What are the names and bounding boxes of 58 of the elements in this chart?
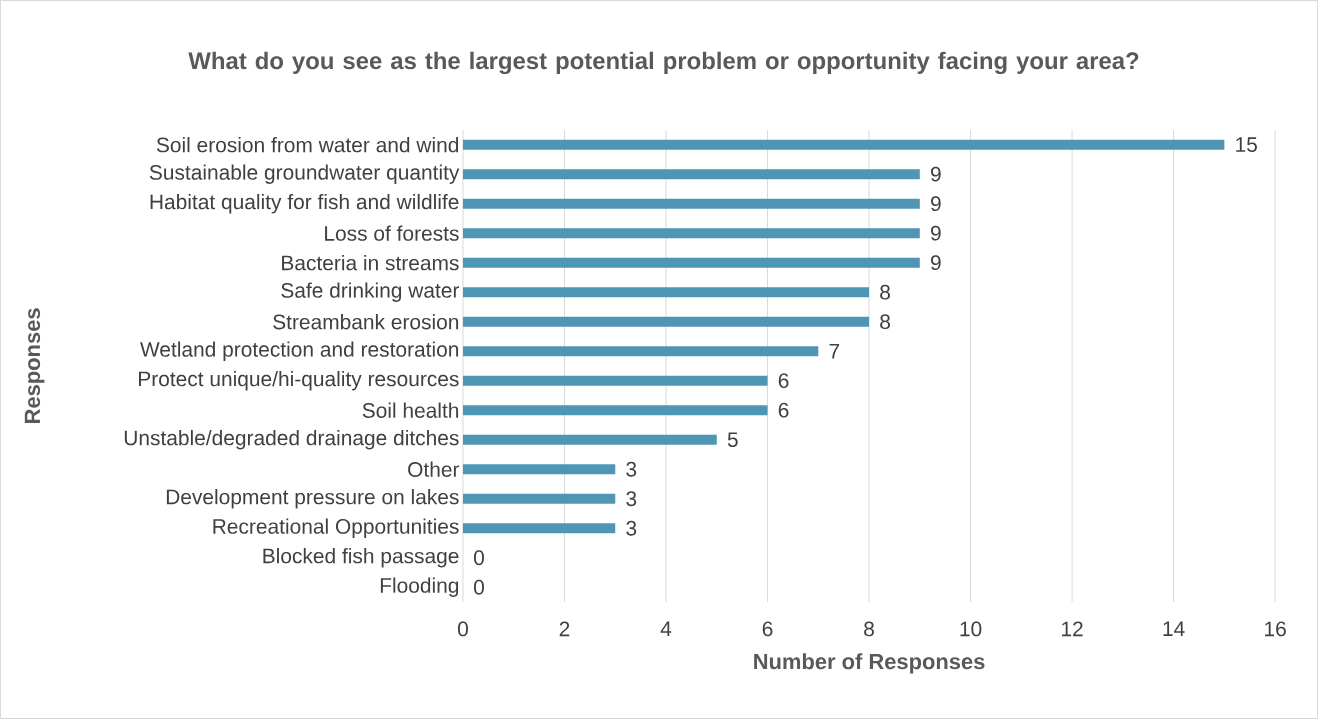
bar <box>462 316 870 327</box>
y-tick-label: Soil erosion from water and wind <box>156 137 459 153</box>
x-tick-label: 4 <box>660 621 672 636</box>
data-label: 3 <box>626 520 637 536</box>
y-tick-label: Habitat quality for fish and wildlife <box>150 193 459 214</box>
y-tick-label: Sustainable groundwater quantity <box>149 164 460 184</box>
data-label: 8 <box>880 314 890 330</box>
x-axis-title: Number of Responses <box>754 653 985 674</box>
data-label: 6 <box>778 402 789 418</box>
x-tick-label: 12 <box>1062 621 1083 637</box>
data-label: 0 <box>473 579 484 595</box>
y-tick-label: Streambank erosion <box>273 314 459 330</box>
x-tick-label: 14 <box>1163 621 1185 636</box>
bar <box>462 523 616 534</box>
data-label: 8 <box>880 284 890 300</box>
y-tick-label: Safe drinking water <box>281 282 460 302</box>
bar <box>462 139 1225 150</box>
bar <box>462 257 920 268</box>
data-label: 3 <box>626 491 637 507</box>
bar <box>462 493 616 504</box>
x-tick-label: 2 <box>559 621 570 637</box>
y-tick-label: Soil health <box>362 402 459 418</box>
bar <box>462 346 819 357</box>
x-tick-label: 8 <box>864 621 874 637</box>
x-tick-label: 10 <box>960 621 982 637</box>
y-tick-label: Other <box>408 461 460 477</box>
bar <box>462 375 768 386</box>
y-tick-label: Blocked fish passage <box>263 548 459 568</box>
bar <box>462 169 920 180</box>
data-label: 5 <box>727 432 738 448</box>
y-tick-label: Flooding <box>380 577 459 598</box>
y-tick-label: Development pressure on lakes <box>166 489 459 509</box>
y-tick-label: Unstable/degraded drainage ditches <box>124 430 459 450</box>
y-tick-label: Recreational Opportunities <box>213 518 459 539</box>
x-tick-label: 0 <box>457 621 468 637</box>
bar <box>462 198 920 209</box>
data-label: 15 <box>1236 137 1257 153</box>
y-tick-label: Wetland protection and restoration <box>140 341 459 361</box>
bar <box>462 228 920 239</box>
data-label: 9 <box>930 166 941 182</box>
data-label: 3 <box>626 461 637 477</box>
data-label: 9 <box>930 196 941 212</box>
data-label: 9 <box>930 255 941 271</box>
data-label: 7 <box>829 344 840 359</box>
bar <box>462 287 870 298</box>
y-tick-label: Bacteria in streams <box>282 255 459 271</box>
y-axis-title: Responses <box>24 308 45 424</box>
bar <box>462 464 616 475</box>
chart-title: What do you see as the largest potential problem or opportunity facing your area? <box>188 51 1139 75</box>
bar <box>462 405 768 416</box>
x-tick-label: 16 <box>1265 621 1286 637</box>
data-label: 0 <box>473 550 484 566</box>
data-label: 6 <box>778 373 789 389</box>
y-tick-label: Protect unique/hi-quality resources <box>138 371 459 391</box>
x-tick-label: 6 <box>762 621 773 637</box>
y-tick-label: Loss of forests <box>325 225 459 241</box>
data-label: 9 <box>930 225 941 241</box>
bar <box>462 434 717 445</box>
